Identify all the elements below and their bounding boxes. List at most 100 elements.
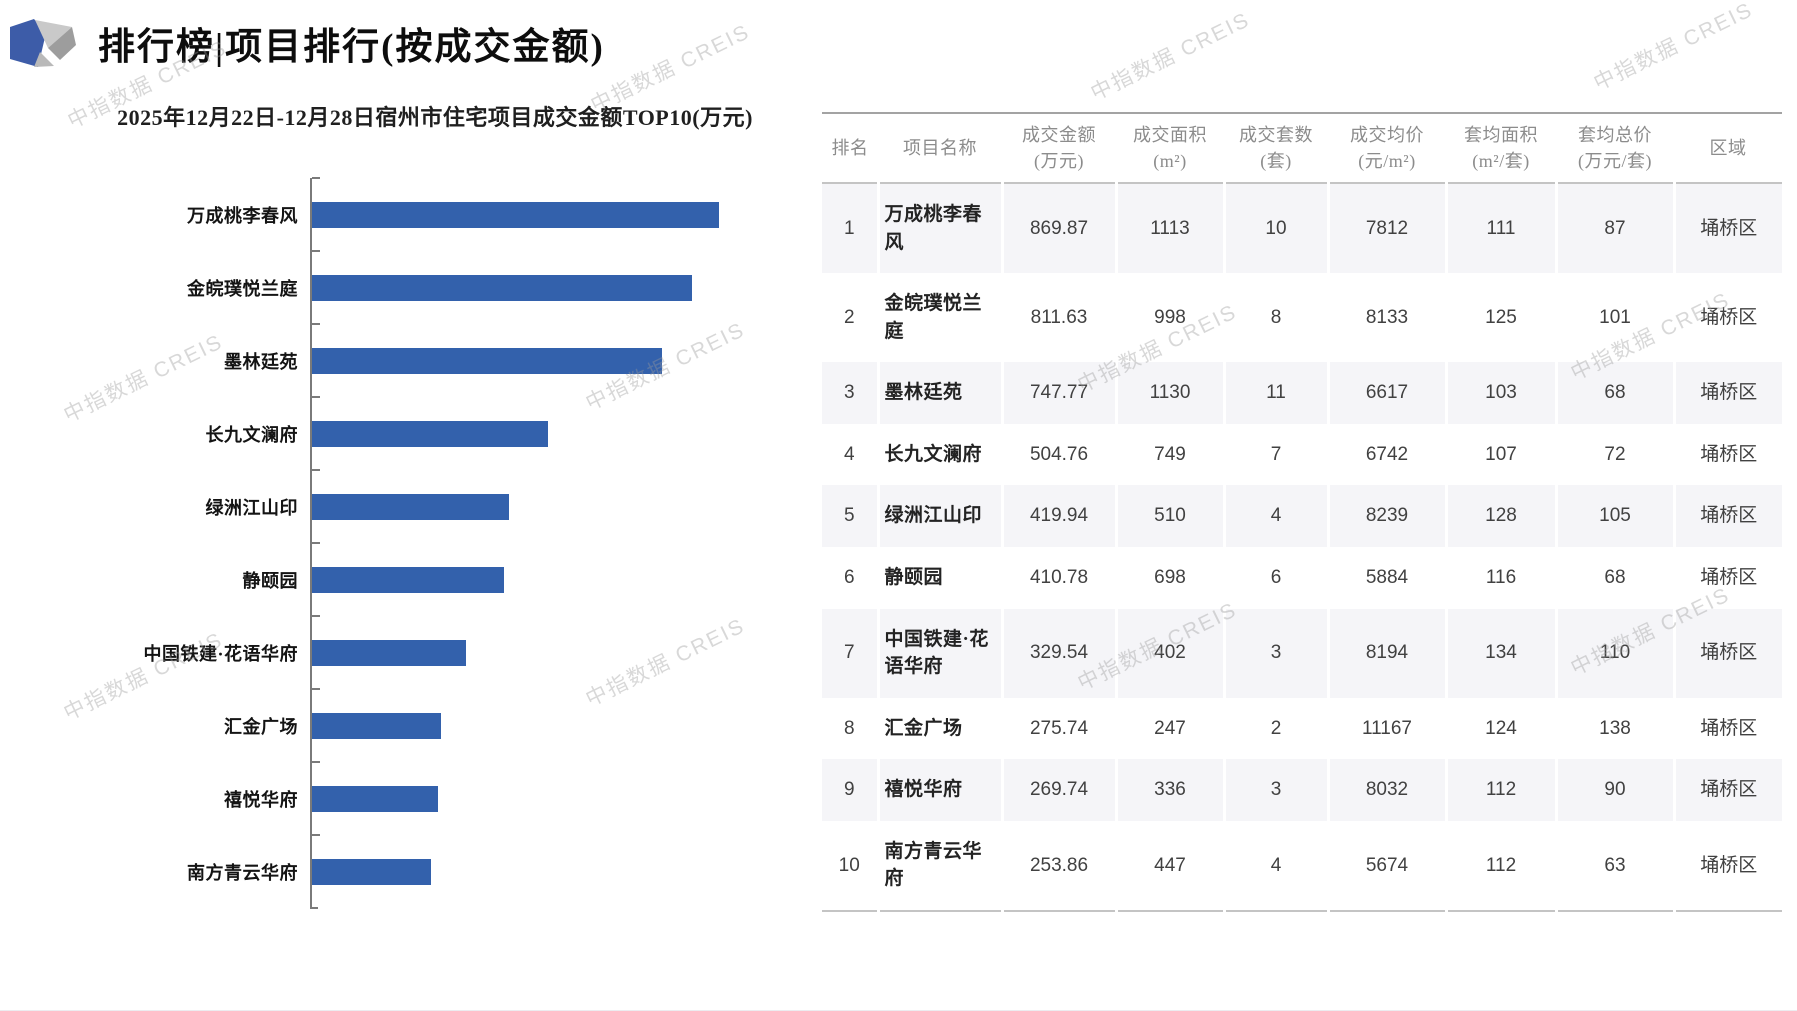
rank-cell: 3 bbox=[843, 382, 855, 404]
avg-area-cell: 116 bbox=[1444, 547, 1556, 609]
column-header-label: 排名 bbox=[831, 138, 869, 159]
avg-total-cell: 110 bbox=[1554, 608, 1674, 698]
amount-cell: 253.86 bbox=[1000, 820, 1116, 912]
avg-total-cell: 138 bbox=[1554, 697, 1674, 760]
column-header-label: 区域 bbox=[1709, 138, 1747, 159]
district-cell: 埇桥区 bbox=[1672, 273, 1782, 363]
area-cell: 247 bbox=[1114, 697, 1224, 760]
units-cell: 8 bbox=[1222, 273, 1328, 363]
column-header-label: 套均总价 bbox=[1578, 125, 1652, 145]
bar-value bbox=[312, 785, 439, 812]
area-cell: 447 bbox=[1114, 820, 1224, 912]
rank-cell: 8 bbox=[843, 717, 855, 739]
project-name-cell: 万成桃李春风 bbox=[876, 183, 1002, 274]
amount-cell: 419.94 bbox=[1000, 485, 1116, 548]
project-name-cell: 绿洲江山印 bbox=[876, 485, 1002, 548]
district-cell: 埇桥区 bbox=[1672, 547, 1782, 609]
table-row: 1 万成桃李春风 869.87 1113 10 7812 111 87 埇桥区 bbox=[822, 183, 1782, 274]
project-name-cell: 南方青云华府 bbox=[876, 820, 1002, 912]
rank-cell: 9 bbox=[843, 779, 855, 801]
table-body: 1 万成桃李春风 869.87 1113 10 7812 111 87 埇桥区 2 金皖璞悦兰庭 81… bbox=[822, 183, 1782, 912]
table-row: 6 静颐园 410.78 698 6 5884 116 68 埇桥区 bbox=[822, 547, 1782, 609]
district-cell: 埇桥区 bbox=[1672, 183, 1782, 274]
amount-cell: 747.77 bbox=[1000, 362, 1116, 424]
avg-total-cell: 68 bbox=[1554, 547, 1674, 609]
table-column-header: 项目名称 bbox=[878, 111, 1002, 185]
area-cell: 1113 bbox=[1114, 183, 1224, 274]
area-cell: 402 bbox=[1114, 608, 1224, 698]
bar-track bbox=[310, 469, 800, 544]
project-name-cell: 禧悦华府 bbox=[876, 759, 1002, 821]
column-header-unit: (m²) bbox=[1153, 151, 1187, 172]
column-header-unit: (m²/套) bbox=[1472, 151, 1530, 172]
district-cell: 埇桥区 bbox=[1672, 423, 1782, 486]
column-header-label: 成交均价 bbox=[1350, 125, 1424, 145]
bar-value bbox=[312, 858, 431, 885]
avg-price-cell: 8239 bbox=[1326, 485, 1446, 548]
bar-category-label: 南方青云华府 bbox=[187, 862, 298, 883]
district-cell: 埇桥区 bbox=[1672, 697, 1782, 760]
table-row: 7 中国铁建·花语华府 329.54 402 3 8194 134 110 埇桥区 bbox=[822, 608, 1782, 698]
column-header-unit: (元/m²) bbox=[1358, 151, 1416, 172]
bar-chart-panel: 2025年12月22日-12月28日宿州市住宅项目成交金额TOP10(万元) 万… bbox=[70, 100, 800, 910]
avg-area-cell: 103 bbox=[1444, 362, 1556, 424]
column-header-unit: (套) bbox=[1260, 151, 1292, 172]
rank-cell: 6 bbox=[843, 567, 855, 589]
bar-chart-row: 绿洲江山印 bbox=[70, 469, 800, 544]
watermark: 中指数据 CREIS bbox=[1590, 0, 1757, 96]
column-header-label: 成交套数 bbox=[1239, 125, 1313, 145]
avg-total-cell: 63 bbox=[1554, 820, 1674, 912]
units-cell: 4 bbox=[1222, 485, 1328, 548]
table-column-header: 区域 bbox=[1674, 111, 1782, 185]
amount-cell: 329.54 bbox=[1000, 608, 1116, 698]
ranking-table: 排名 项目名称 成交金额 (万元) 成交面积 (m²) 成交套数 (套) 成交均价 (元/m²) 套… bbox=[822, 111, 1782, 912]
project-name-cell: 墨林廷苑 bbox=[876, 362, 1002, 424]
avg-area-cell: 111 bbox=[1444, 183, 1556, 274]
avg-total-cell: 101 bbox=[1554, 273, 1674, 363]
avg-price-cell: 7812 bbox=[1326, 183, 1446, 274]
bar-category-label: 汇金广场 bbox=[224, 716, 298, 737]
avg-area-cell: 112 bbox=[1444, 759, 1556, 821]
bar-category-label: 墨林廷苑 bbox=[224, 351, 298, 372]
column-header-label: 项目名称 bbox=[903, 138, 977, 159]
project-name-cell: 长九文澜府 bbox=[876, 423, 1002, 486]
table-column-header: 成交面积 (m²) bbox=[1116, 111, 1224, 185]
rank-cell: 1 bbox=[843, 217, 855, 239]
units-cell: 3 bbox=[1222, 608, 1328, 698]
bar-chart-row: 静颐园 bbox=[70, 542, 800, 617]
bar-value bbox=[312, 420, 549, 447]
units-cell: 6 bbox=[1222, 547, 1328, 609]
district-cell: 埇桥区 bbox=[1672, 820, 1782, 912]
bar-chart-row: 中国铁建·花语华府 bbox=[70, 615, 800, 690]
bar-category-label: 金皖璞悦兰庭 bbox=[187, 278, 298, 299]
avg-total-cell: 87 bbox=[1554, 183, 1674, 274]
bar-track bbox=[310, 834, 800, 909]
bar-track bbox=[310, 323, 800, 398]
table-column-header: 成交金额 (万元) bbox=[1002, 111, 1116, 185]
avg-price-cell: 6742 bbox=[1326, 423, 1446, 486]
rank-cell: 5 bbox=[843, 505, 855, 527]
units-cell: 4 bbox=[1222, 820, 1328, 912]
units-cell: 10 bbox=[1222, 183, 1328, 274]
units-cell: 7 bbox=[1222, 423, 1328, 486]
header: 排行榜|项目排行(按成交金额) bbox=[10, 16, 605, 70]
amount-cell: 275.74 bbox=[1000, 697, 1116, 760]
bar-chart-row: 禧悦华府 bbox=[70, 761, 800, 836]
bar-category-label: 长九文澜府 bbox=[205, 424, 298, 445]
column-header-label: 成交金额 bbox=[1022, 125, 1096, 145]
area-cell: 336 bbox=[1114, 759, 1224, 821]
table-row: 5 绿洲江山印 419.94 510 4 8239 128 105 埇桥区 bbox=[822, 485, 1782, 548]
table-row: 8 汇金广场 275.74 247 2 11167 124 138 埇桥区 bbox=[822, 697, 1782, 760]
avg-area-cell: 107 bbox=[1444, 423, 1556, 486]
bar-chart-row: 金皖璞悦兰庭 bbox=[70, 250, 800, 325]
bar-category-label: 绿洲江山印 bbox=[205, 497, 298, 518]
bar-track bbox=[310, 177, 800, 252]
district-cell: 埇桥区 bbox=[1672, 362, 1782, 424]
bar-category-label: 万成桃李春风 bbox=[187, 205, 298, 226]
avg-total-cell: 105 bbox=[1554, 485, 1674, 548]
bar-category-label: 静颐园 bbox=[242, 570, 298, 591]
project-name-cell: 静颐园 bbox=[876, 547, 1002, 609]
bar-value bbox=[312, 566, 505, 593]
bar-value bbox=[312, 493, 509, 520]
rank-cell: 2 bbox=[843, 307, 855, 329]
